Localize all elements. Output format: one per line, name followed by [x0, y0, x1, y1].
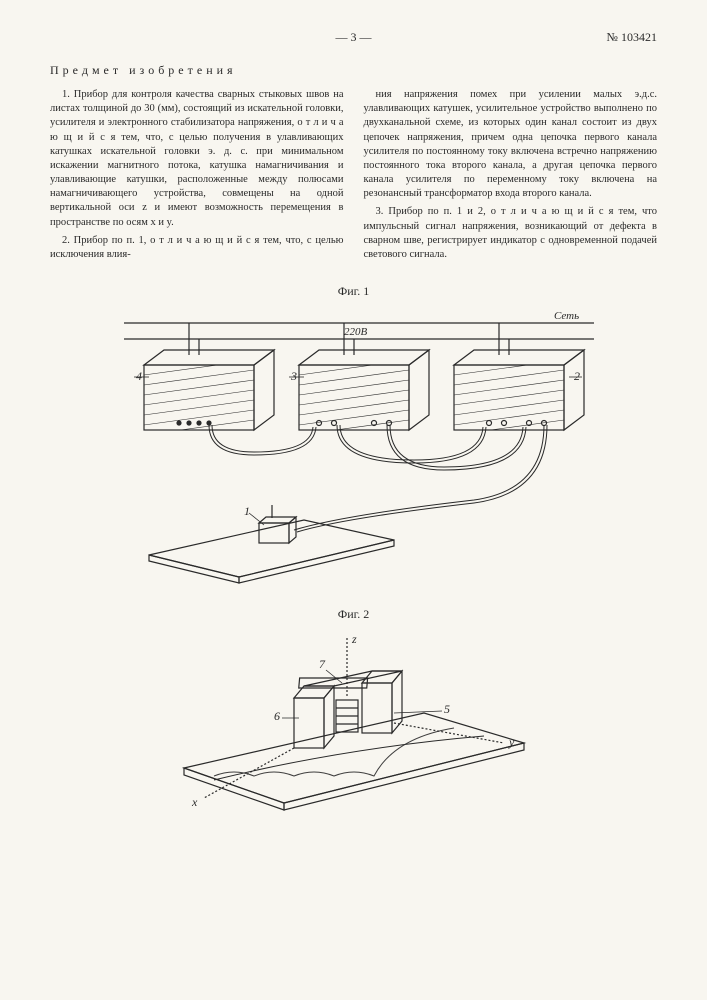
box-4	[144, 350, 274, 435]
probe	[259, 505, 296, 543]
figure-2: z y x 5 6 7	[50, 628, 657, 818]
part-5: 5	[444, 702, 450, 716]
box-3	[299, 350, 429, 435]
claim-2-cont: ния напряжения помех при усилении малых …	[364, 88, 658, 201]
section-title: Предмет изобретения	[50, 63, 657, 78]
document-number: № 103421	[607, 30, 657, 45]
figure-2-label: Фиг. 2	[50, 607, 657, 622]
claim-3: 3. Прибор по п. 1 и 2, о т л и ч а ю щ и…	[364, 205, 658, 262]
box-4-label: 4	[136, 369, 142, 383]
part-7: 7	[319, 657, 326, 671]
axis-x: x	[191, 795, 198, 809]
page-number: — 3 —	[336, 30, 372, 45]
claim-2-part: 2. Прибор по п. 1, о т л и ч а ю щ и й с…	[50, 234, 344, 262]
box-2-label: 2	[574, 369, 580, 383]
voltage-label: 220В	[344, 326, 368, 338]
net-label: Сеть	[554, 310, 579, 322]
probe-label: 1	[244, 504, 250, 518]
claims-text: 1. Прибор для контроля качества сварных …	[50, 88, 657, 266]
figure-1-label: Фиг. 1	[50, 284, 657, 299]
figure-1: Сеть 220В	[50, 305, 657, 595]
axis-y: y	[508, 735, 515, 749]
sensor-head	[294, 671, 402, 748]
claim-1: 1. Прибор для контроля качества сварных …	[50, 88, 344, 230]
axis-z: z	[351, 632, 357, 646]
box-3-label: 3	[290, 369, 297, 383]
part-6: 6	[274, 709, 280, 723]
box-2	[454, 350, 584, 435]
